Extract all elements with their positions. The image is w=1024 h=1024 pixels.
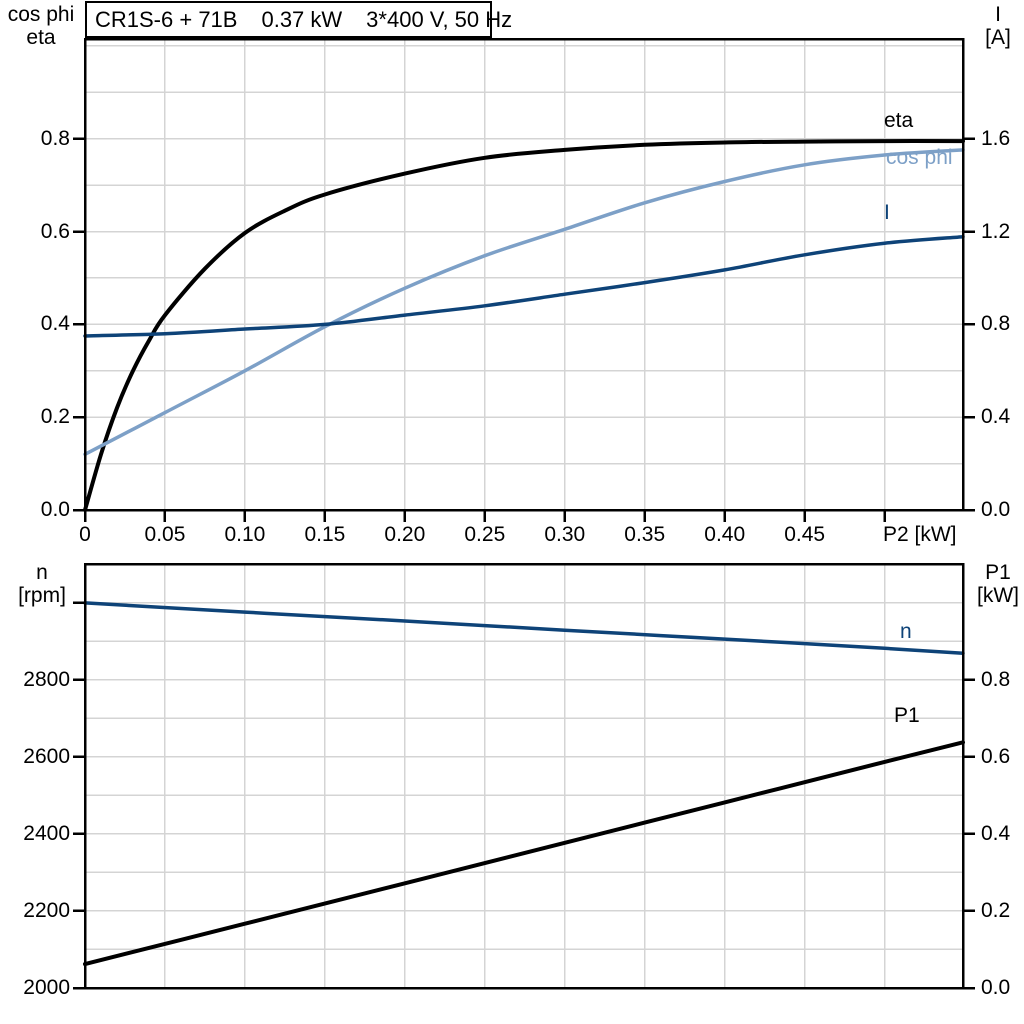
title-supply: 3*400 V, 50 Hz	[366, 6, 513, 32]
y-left-tick-label: 2000	[23, 976, 70, 999]
x-tick-label: 0.15	[304, 523, 346, 546]
title-model: CR1S-6 + 71B	[95, 6, 238, 32]
x-tick-label: 0.35	[624, 523, 666, 546]
y-left-tick-label: 0.2	[40, 405, 70, 429]
chart-title-box: CR1S-6 + 71B 0.37 kW 3*400 V, 50 Hz	[85, 1, 512, 38]
axis-title-current-unit: [A]	[985, 26, 1011, 49]
axis-title-p1-unit: [kW]	[977, 584, 1019, 607]
y-left-tick-label: 2200	[23, 898, 70, 922]
x-tick-label: 0.30	[544, 523, 586, 546]
y-left-tick-label: 0.4	[40, 312, 70, 336]
curve-P1	[83, 740, 965, 967]
curve-label-eta: eta	[884, 109, 914, 132]
y-right-tick-label: 1.6	[981, 126, 1011, 150]
y-right-tick-label: 0.6	[981, 744, 1011, 768]
x-tick-label: 0.05	[144, 523, 186, 546]
bottom-left-axis-title: n [rpm]	[6, 561, 78, 607]
y-right-tick-label: 0.2	[981, 898, 1011, 922]
curve-label-p1: P1	[894, 704, 920, 727]
x-tick-label: 0.25	[464, 523, 506, 546]
curve-cos-phi	[83, 148, 965, 457]
y-right-tick-label: 0.8	[981, 667, 1011, 691]
curve-I	[83, 234, 965, 338]
x-tick-label: 0.10	[224, 523, 266, 546]
bottom-right-axis-title: P1 [kW]	[972, 561, 1024, 607]
y-right-tick-label: 0.4	[981, 821, 1011, 845]
x-axis-title-p2: P2 [kW]	[883, 523, 957, 546]
x-tick-label: 0.40	[704, 523, 746, 546]
y-right-tick-label: 0.0	[981, 498, 1011, 521]
title-power: 0.37 kW	[261, 6, 343, 32]
top-left-axis-title: cos phi eta	[2, 3, 80, 49]
y-right-tick-label: 1.2	[981, 219, 1011, 243]
y-left-tick-label: 2400	[23, 821, 70, 845]
axis-title-p1: P1	[985, 561, 1011, 584]
curve-label-cos-phi: cos phi	[886, 146, 953, 169]
y-left-tick-label: 0.6	[40, 219, 70, 243]
y-left-tick-label: 0.8	[40, 126, 70, 150]
plot-border	[83, 562, 965, 990]
y-left-tick-label: 2800	[23, 667, 70, 691]
x-tick-label: 0.20	[384, 523, 426, 546]
axis-title-current: I	[995, 3, 1001, 26]
curve-eta	[83, 139, 965, 512]
curve-label-current: I	[884, 201, 890, 224]
x-tick-label: 0	[79, 523, 91, 546]
y-right-tick-label: 0.8	[981, 312, 1011, 336]
y-left-tick-label: 2600	[23, 744, 70, 768]
y-right-tick-label: 0.4	[981, 405, 1011, 429]
x-tick-label: 0.45	[784, 523, 826, 546]
plot-border	[83, 37, 965, 512]
y-left-tick-label: 0.0	[40, 498, 70, 521]
top-right-axis-title: I [A]	[973, 3, 1023, 49]
y-right-tick-label: 0.0	[981, 976, 1011, 999]
axis-title-cos-phi: cos phi	[7, 3, 75, 26]
axis-title-speed: n	[36, 561, 48, 584]
axis-title-eta: eta	[26, 26, 56, 49]
curve-n	[83, 601, 965, 656]
axis-title-speed-unit: [rpm]	[18, 584, 66, 607]
curve-label-speed: n	[900, 620, 912, 643]
